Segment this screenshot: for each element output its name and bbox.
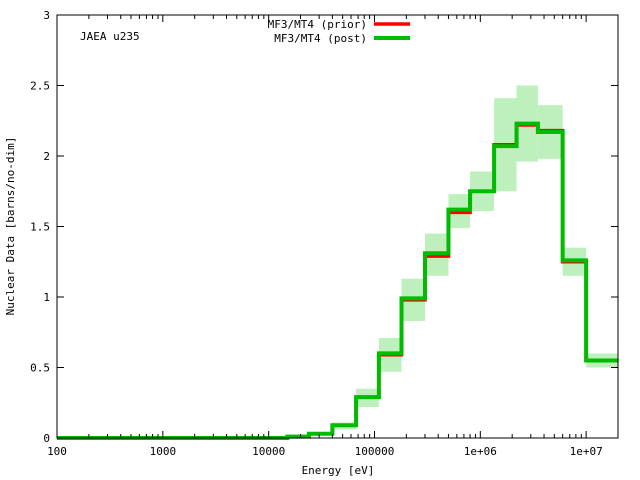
series-line-prior [57, 123, 618, 440]
y-tick-label: 1.5 [30, 221, 50, 234]
x-tick-label: 1e+06 [464, 445, 497, 458]
plot-frame [56, 14, 619, 439]
series-line-post [57, 121, 618, 440]
y-axis-label: Nuclear Data [barns/no-dim] [4, 137, 17, 316]
x-axis-ticks: 100 1000 10000 100000 1e+06 1e+07 [47, 15, 619, 458]
y-tick-label: 3 [43, 9, 50, 22]
chart-annotation: JAEA u235 [80, 30, 140, 43]
y-axis-ticks: 0 0.5 1 1.5 2 2.5 3 [30, 9, 618, 445]
y-tick-label: 1 [43, 291, 50, 304]
y-tick-label: 2.5 [30, 80, 50, 93]
x-tick-label: 100000 [355, 445, 395, 458]
x-axis-label: Energy [eV] [302, 464, 375, 477]
y-tick-label: 2 [43, 150, 50, 163]
x-tick-label: 1000 [150, 445, 177, 458]
x-tick-label: 100 [47, 445, 67, 458]
y-tick-label: 0 [43, 432, 50, 445]
x-tick-label: 1e+07 [570, 445, 603, 458]
legend: MF3/MT4 (prior)MF3/MT4 (post) [268, 18, 410, 45]
x-tick-label: 10000 [252, 445, 285, 458]
legend-label: MF3/MT4 (post) [274, 32, 367, 45]
y-tick-label: 0.5 [30, 362, 50, 375]
series-lines [57, 121, 618, 440]
legend-label: MF3/MT4 (prior) [268, 18, 367, 31]
